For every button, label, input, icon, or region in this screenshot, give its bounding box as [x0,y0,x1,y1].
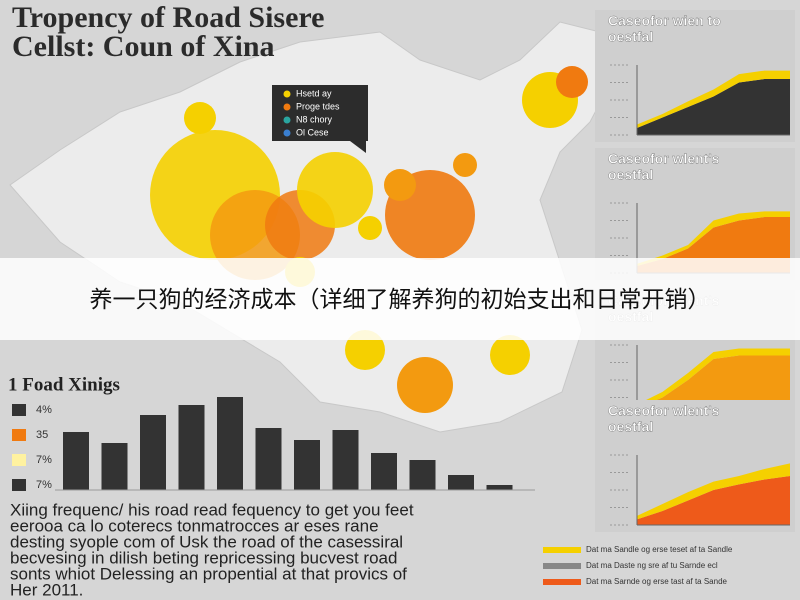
legend-swatch [283,116,291,124]
paragraph-line: sonts whiot Delessing an propential at t… [10,564,407,583]
bar [486,485,513,490]
bar [332,430,359,490]
bar [409,460,436,490]
legend-label: 4% [36,404,52,416]
bar [448,475,474,490]
panel-title: Caseofor wlent's [608,403,720,419]
bar-chart-title: 1 Foad Xinigs [8,374,120,395]
area-base [637,79,790,135]
legend-label: Dat ma Sarnde og erse tast af ta Sande [586,577,728,586]
paragraph-line: eerooa ca lo coterecs tonmatrocces ar es… [10,516,379,535]
bar [371,453,397,490]
banner-text: 养一只狗的经济成本（详细了解养狗的初始支出和日常开销） [90,286,711,312]
area-top [637,463,790,520]
panel-title: oestfal [608,167,653,183]
legend-label: N8 chory [296,114,333,124]
bar [294,440,320,490]
legend-label: Dat ma Daste ng sre af tu Sarnde ecl [586,561,718,570]
bubble [453,153,477,177]
legend-label: 7% [36,454,52,466]
bubble [184,102,216,134]
title: Tropency of Road Sisere [12,1,325,34]
bar [255,428,282,490]
bar [63,432,89,490]
area-base [637,476,790,525]
legend-label: Ol Cese [296,127,329,137]
legend-swatch [283,103,291,111]
legend-swatch [543,579,581,585]
bubble [358,216,382,240]
paragraph-line: Xiing frequenc/ his road read fequency t… [10,500,414,519]
banner-background [0,258,800,340]
legend-pointer [350,141,366,153]
panel-title: oestfal [608,419,653,435]
panel-title: Caseofor wien to [608,13,721,29]
paragraph-line: becvesing in dilish beting repricessing … [10,548,397,567]
legend-swatch [12,454,26,466]
paragraph-line: desting syople com of Usk the road of th… [10,532,403,551]
legend-swatch [12,404,26,416]
bubble [556,66,588,98]
bubble [384,169,416,201]
legend-swatch [12,429,26,441]
bubble [490,335,530,375]
legend-label: Proge tdes [296,101,340,111]
bubble [397,357,453,413]
area-top [637,211,790,266]
legend-swatch [283,90,291,98]
bar [178,405,205,490]
legend-label: 7% [36,479,52,491]
bar [140,415,166,490]
legend-swatch [543,547,581,553]
title: Cellst: Coun of Xina [12,30,275,63]
legend-swatch [12,479,26,491]
legend-label: Dat ma Sandle og erse teset af ta Sandle [586,545,733,554]
legend-label: Hsetd ay [296,88,332,98]
panel-title: Caseofor wlent's [608,151,720,167]
bar [217,397,243,490]
bar [101,443,128,490]
area-top [637,348,790,408]
paragraph-line: Her 2011. [10,580,83,599]
area-top [637,70,790,128]
panel-title: oestfal [608,29,653,45]
legend-swatch [543,563,581,569]
legend-swatch [283,129,291,137]
legend-label: 35 [36,429,48,441]
bubble [297,152,373,228]
